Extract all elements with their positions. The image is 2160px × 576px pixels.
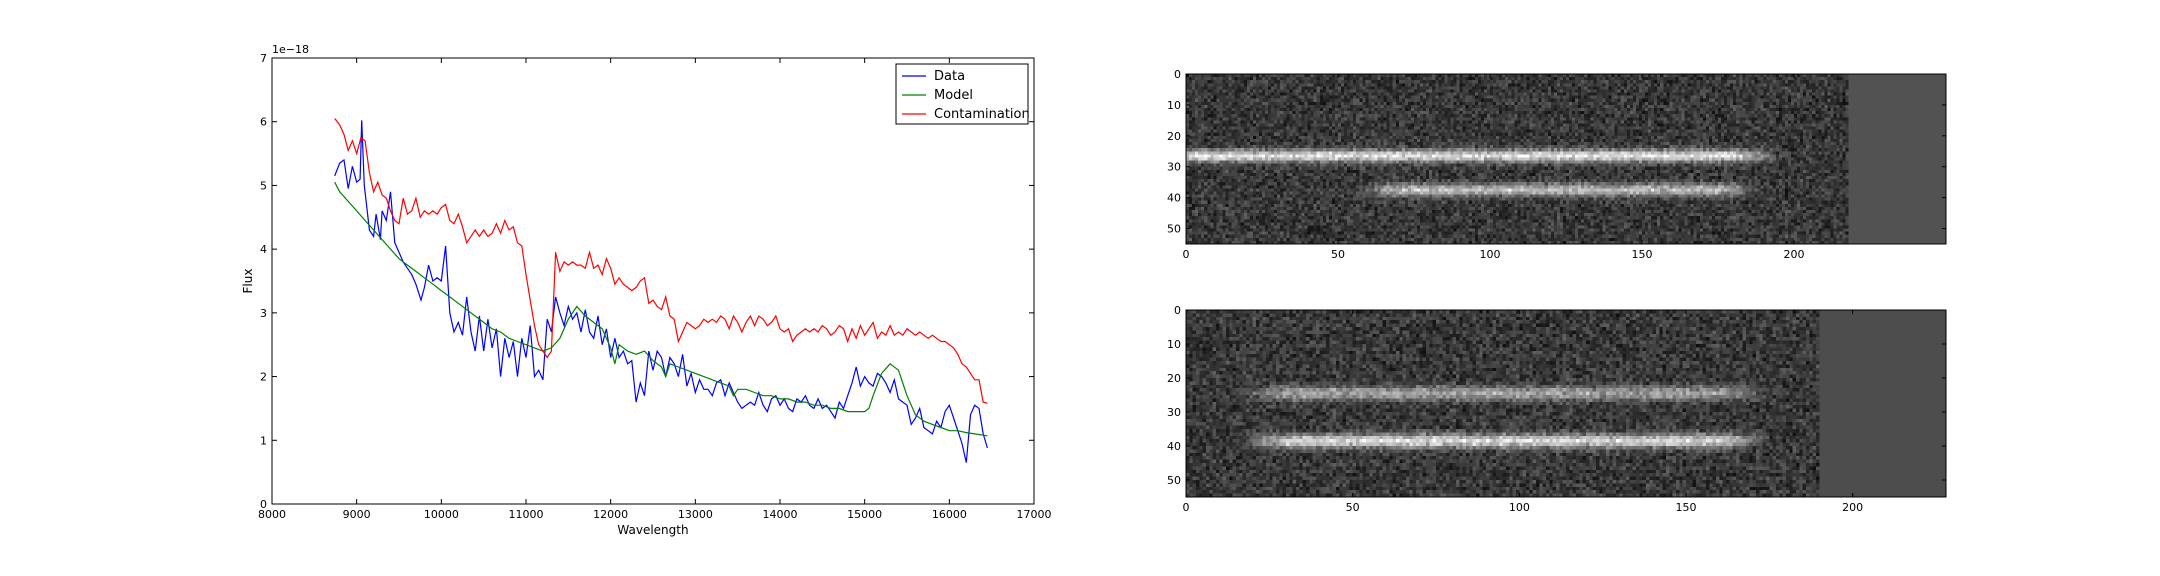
y-tick-label: 6 — [260, 116, 267, 129]
x-tick-label: 50 — [1331, 248, 1345, 261]
x-tick-label: 13000 — [678, 508, 713, 521]
y-tick-label: 3 — [260, 307, 267, 320]
x-tick-label: 11000 — [509, 508, 544, 521]
x-tick-label: 8000 — [258, 508, 286, 521]
y-tick-label: 0 — [260, 498, 267, 511]
spectrum-chart: 8000 9000 10000 11000 12000 13000 14000 15000 16… — [241, 43, 1052, 537]
legend-label-contamination: Contamination — [934, 107, 1030, 122]
legend-label-model: Model — [934, 88, 973, 103]
spectrum-axis-ticks: 8000 9000 10000 11000 12000 13000 14000 15000 16… — [258, 52, 1052, 521]
y-tick-label: 40 — [1167, 440, 1181, 453]
spectrum-image-bottom-ticks: 0 50 100 150 200 0 10 20 30 40 50 — [1167, 304, 1946, 514]
spectrum-image-top-pixels — [1186, 74, 1946, 244]
x-tick-label: 0 — [1183, 248, 1190, 261]
y-tick-label: 10 — [1167, 99, 1181, 112]
y-tick-label: 7 — [260, 52, 267, 65]
y-tick-label: 30 — [1167, 406, 1181, 419]
spectrum-image-bottom: 0 50 100 150 200 0 10 20 30 40 50 — [1167, 304, 1947, 514]
series-line-data — [334, 120, 988, 463]
spectrum-image-top-frame — [1185, 73, 1947, 245]
x-tick-label: 14000 — [763, 508, 798, 521]
x-tick-label: 100 — [1480, 248, 1501, 261]
spectrum-plot-area — [271, 57, 1035, 505]
x-tick-label: 150 — [1676, 501, 1697, 514]
x-tick-label: 12000 — [593, 508, 628, 521]
series-line-model — [334, 181, 988, 437]
y-tick-label: 40 — [1167, 192, 1181, 205]
y-axis-offset-text: 1e−18 — [272, 43, 309, 56]
x-tick-label: 150 — [1632, 248, 1653, 261]
y-tick-label: 20 — [1167, 130, 1181, 143]
x-tick-label: 9000 — [343, 508, 371, 521]
x-axis-label: Wavelength — [617, 523, 688, 537]
x-tick-label: 17000 — [1017, 508, 1052, 521]
y-tick-label: 4 — [260, 243, 267, 256]
y-tick-label: 30 — [1167, 161, 1181, 174]
y-tick-label: 50 — [1167, 223, 1181, 236]
y-axis-label: Flux — [241, 269, 255, 294]
x-tick-label: 0 — [1183, 501, 1190, 514]
legend: Data Model Contamination — [895, 63, 1030, 125]
spectrum-series-group — [334, 118, 988, 463]
x-tick-label: 10000 — [424, 508, 459, 521]
series-line-contamination — [334, 118, 988, 404]
y-tick-label: 20 — [1167, 372, 1181, 385]
y-tick-label: 1 — [260, 434, 267, 447]
spectrum-image-bottom-frame — [1185, 309, 1947, 498]
y-tick-label: 2 — [260, 371, 267, 384]
spectrum-image-bottom-pixels — [1186, 310, 1946, 497]
x-tick-label: 200 — [1842, 501, 1863, 514]
y-tick-label: 5 — [260, 179, 267, 192]
y-tick-label: 0 — [1174, 304, 1181, 317]
legend-label-data: Data — [934, 69, 965, 84]
y-tick-label: 0 — [1174, 68, 1181, 81]
x-tick-label: 15000 — [847, 508, 882, 521]
y-tick-label: 10 — [1167, 338, 1181, 351]
y-tick-label: 50 — [1167, 474, 1181, 487]
x-tick-label: 50 — [1346, 501, 1360, 514]
x-tick-label: 16000 — [932, 508, 967, 521]
x-tick-label: 100 — [1509, 501, 1530, 514]
x-tick-label: 200 — [1784, 248, 1805, 261]
